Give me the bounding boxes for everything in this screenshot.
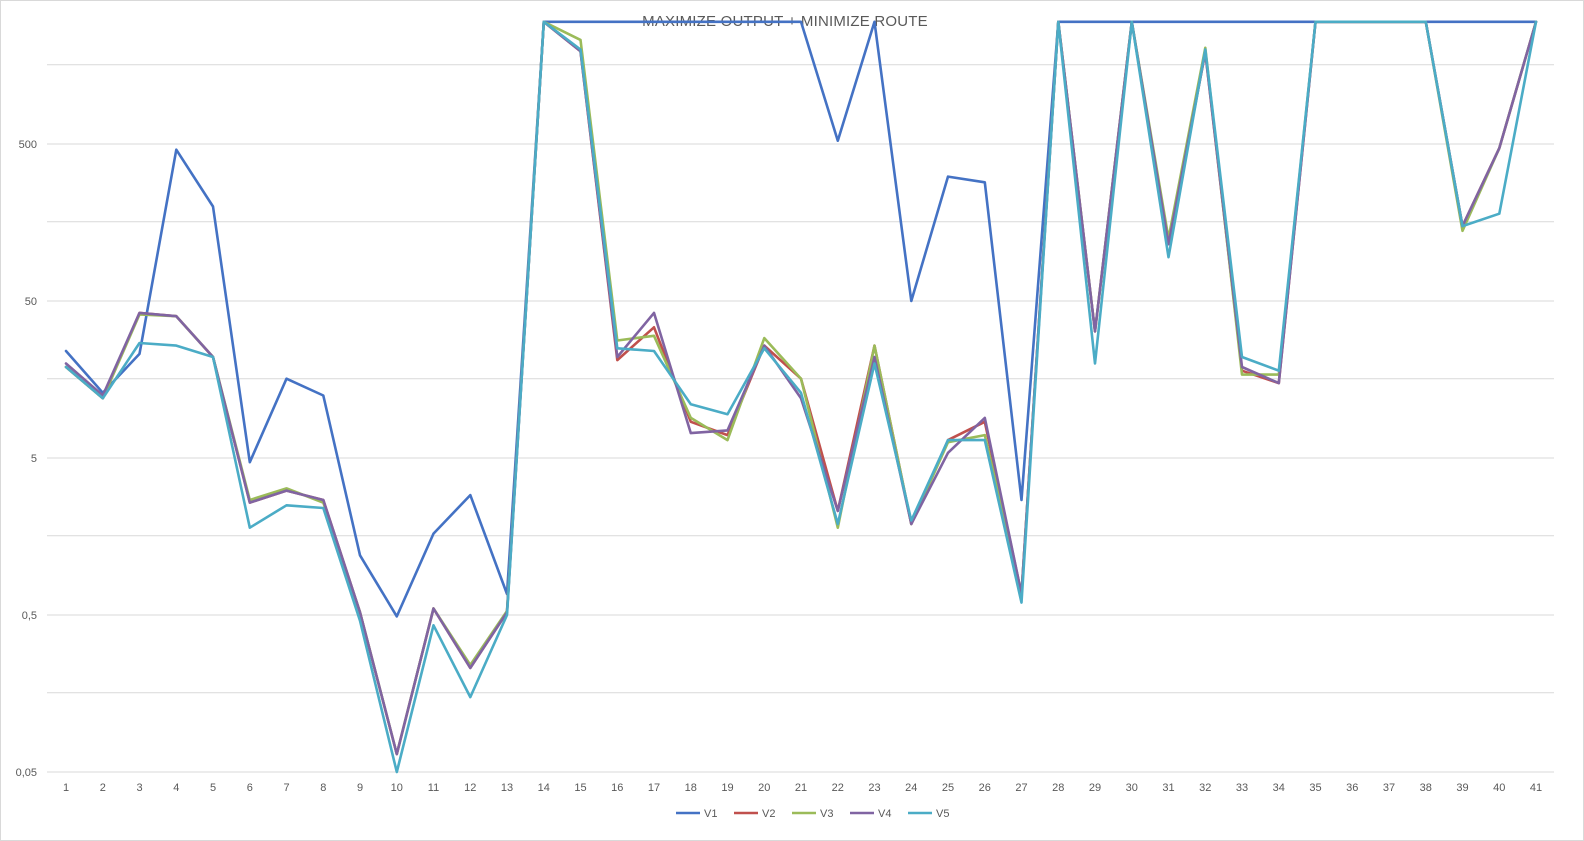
x-tick-label: 14 (538, 782, 550, 794)
x-tick-label: 5 (210, 782, 216, 794)
x-tick-label: 19 (721, 782, 733, 794)
x-tick-label: 25 (942, 782, 954, 794)
x-tick-label: 32 (1199, 782, 1211, 794)
x-tick-label: 4 (173, 782, 179, 794)
x-tick-label: 10 (391, 782, 403, 794)
y-tick-label: 5 (31, 453, 37, 465)
x-tick-label: 9 (357, 782, 363, 794)
legend-label-v4: V4 (878, 808, 891, 820)
x-tick-label: 24 (905, 782, 917, 794)
series-line-v5 (64, 20, 1538, 774)
x-tick-label: 33 (1236, 782, 1248, 794)
y-tick-label: 0,5 (22, 610, 37, 622)
legend: V1 V2 V3 V4 V5 (676, 808, 949, 820)
x-tick-label: 36 (1346, 782, 1358, 794)
x-tick-label: 20 (758, 782, 770, 794)
y-tick-label: 50 (25, 296, 37, 308)
x-tick-label: 23 (868, 782, 880, 794)
grid-layer (47, 64, 1554, 773)
y-tick-label: 500 (19, 139, 37, 151)
x-tick-label: 27 (1015, 782, 1027, 794)
series-line-v1 (64, 20, 1538, 618)
x-tick-label: 7 (283, 782, 289, 794)
series-line-v2 (64, 20, 1538, 756)
x-tick-label: 17 (648, 782, 660, 794)
x-tick-label: 8 (320, 782, 326, 794)
x-tick-label: 39 (1456, 782, 1468, 794)
x-tick-label: 35 (1309, 782, 1321, 794)
legend-label-v3: V3 (820, 808, 833, 820)
x-tick-label: 31 (1162, 782, 1174, 794)
x-tick-label: 41 (1530, 782, 1542, 794)
x-tick-label: 6 (247, 782, 253, 794)
series-line-v3 (64, 20, 1538, 756)
x-tick-label: 38 (1420, 782, 1432, 794)
series-line-v4 (64, 20, 1538, 756)
x-tick-label: 26 (979, 782, 991, 794)
legend-label-v2: V2 (762, 808, 775, 820)
legend-label-v5: V5 (936, 808, 949, 820)
x-tick-label: 21 (795, 782, 807, 794)
x-tick-label: 18 (685, 782, 697, 794)
legend-label-v1: V1 (704, 808, 717, 820)
x-tick-label: 2 (100, 782, 106, 794)
y-tick-label: 0,05 (16, 767, 37, 779)
x-tick-label: 40 (1493, 782, 1505, 794)
x-tick-label: 37 (1383, 782, 1395, 794)
x-tick-label: 34 (1273, 782, 1285, 794)
x-tick-label: 1 (63, 782, 69, 794)
x-tick-label: 22 (832, 782, 844, 794)
x-tick-label: 11 (428, 782, 439, 794)
x-tick-label: 30 (1126, 782, 1138, 794)
x-tick-label: 16 (611, 782, 623, 794)
series-layer (64, 20, 1538, 774)
x-tick-label: 3 (136, 782, 142, 794)
x-tick-label: 15 (574, 782, 586, 794)
x-tick-label: 13 (501, 782, 513, 794)
x-tick-label: 28 (1052, 782, 1064, 794)
x-tick-label: 12 (464, 782, 476, 794)
x-tick-label: 29 (1089, 782, 1101, 794)
